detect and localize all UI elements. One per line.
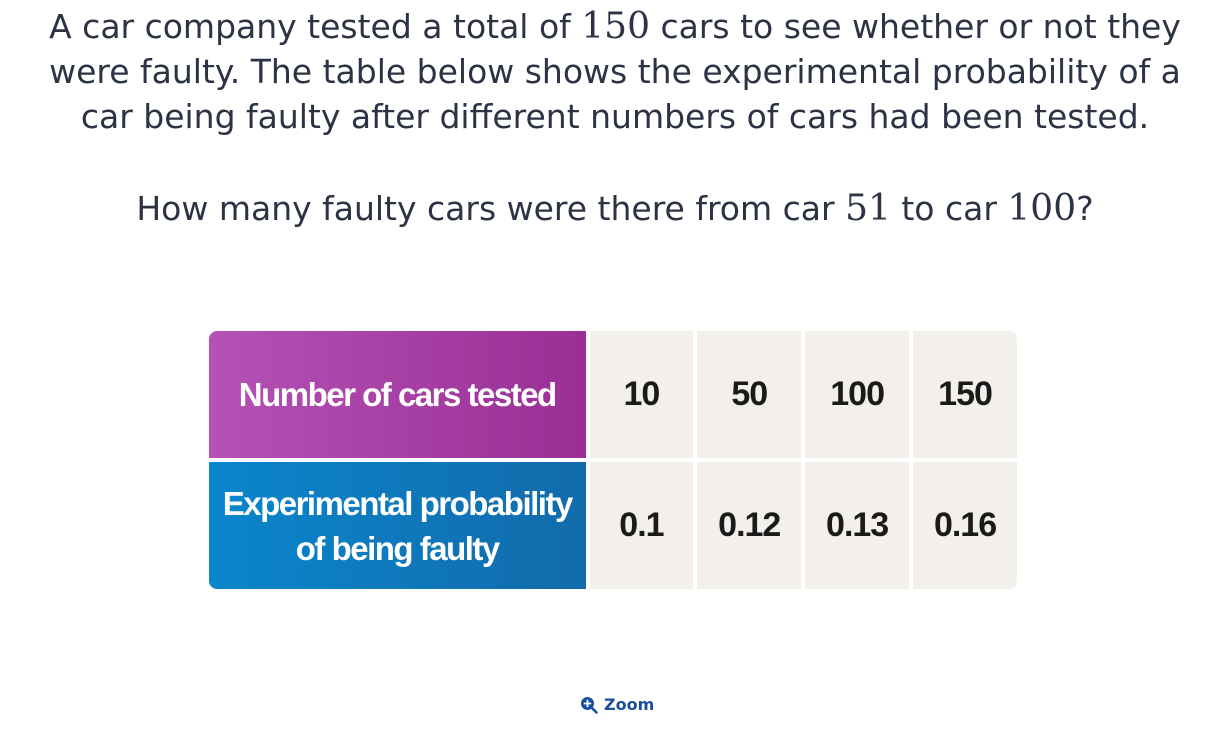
zoom-label: Zoom <box>604 695 655 714</box>
table-cell: 150 <box>913 331 1017 458</box>
zoom-button[interactable]: Zoom <box>580 695 654 714</box>
table-row-probability: Experimental probability of being faulty… <box>209 462 1017 589</box>
probability-table: Number of cars tested 10 50 100 150 Expe… <box>209 331 1017 590</box>
header-cars-tested: Number of cars tested <box>209 331 586 458</box>
sub-question-mid: to car <box>890 189 1008 228</box>
table-cell: 0.12 <box>697 462 802 589</box>
sub-question-end-number: 100 <box>1007 188 1077 229</box>
question-line2: were faulty. The table below shows the e… <box>49 52 1181 91</box>
table-cell: 0.16 <box>913 462 1017 589</box>
question-total-number: 150 <box>581 6 650 47</box>
question-line1-post: cars to see whether or not they <box>649 7 1181 46</box>
question-text: A car company tested a total of 150 cars… <box>30 4 1200 139</box>
sub-question-text: How many faulty cars were there from car… <box>30 186 1200 231</box>
header-probability: Experimental probability of being faulty <box>209 462 586 589</box>
table-cell: 50 <box>697 331 802 458</box>
question-line3: car being faulty after different numbers… <box>80 97 1150 136</box>
table-cell: 10 <box>589 331 694 458</box>
sub-question-post: ? <box>1076 189 1094 228</box>
question-line1-pre: A car company tested a total of <box>49 7 582 46</box>
table-cell: 100 <box>805 331 910 458</box>
sub-question-pre: How many faulty cars were there from car <box>136 189 846 228</box>
sub-question-start-number: 51 <box>845 188 891 229</box>
zoom-in-icon <box>580 696 598 714</box>
table-cell: 0.1 <box>589 462 694 589</box>
table-cell: 0.13 <box>805 462 910 589</box>
table-row-cars-tested: Number of cars tested 10 50 100 150 <box>209 331 1017 458</box>
